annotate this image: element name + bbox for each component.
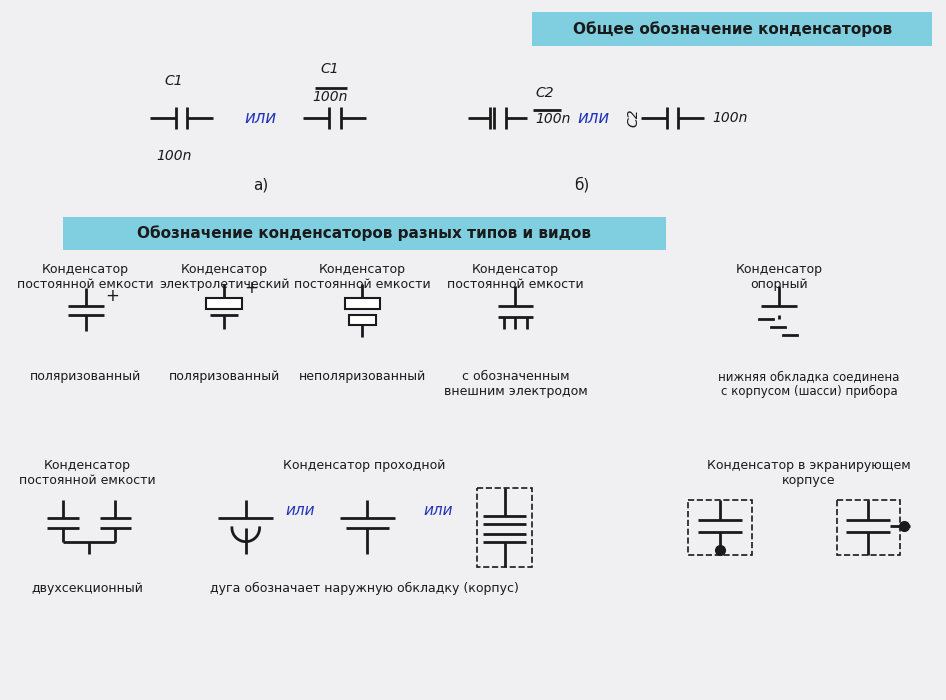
Text: Конденсатор
опорный: Конденсатор опорный <box>736 263 823 291</box>
Text: нижняя обкладка соединена
с корпусом (шасси) прибора: нижняя обкладка соединена с корпусом (ша… <box>718 370 900 398</box>
Bar <box>689 500 751 556</box>
Text: Конденсатор
постоянной емкости: Конденсатор постоянной емкости <box>447 263 584 291</box>
Bar <box>63 216 666 250</box>
Text: Конденсатор
постоянной емкости: Конденсатор постоянной емкости <box>294 263 430 291</box>
Text: 100n: 100n <box>312 90 347 104</box>
Text: C2: C2 <box>535 86 553 100</box>
Text: двухсекционный: двухсекционный <box>32 582 144 595</box>
Text: с обозначенным
внешним электродом: с обозначенным внешним электродом <box>444 370 587 398</box>
Text: 100n: 100n <box>535 112 570 126</box>
Text: а): а) <box>253 177 269 192</box>
Text: или: или <box>286 503 315 517</box>
Text: или: или <box>424 503 453 517</box>
Text: б): б) <box>574 177 589 192</box>
Text: неполяризованный: неполяризованный <box>299 370 426 383</box>
Bar <box>344 298 380 309</box>
Text: или: или <box>577 108 609 127</box>
Text: +: + <box>106 287 119 304</box>
Text: 100n: 100n <box>156 150 191 164</box>
Text: Конденсатор
постоянной емкости: Конденсатор постоянной емкости <box>19 458 156 486</box>
Bar <box>206 298 242 309</box>
Bar <box>477 489 533 567</box>
Bar <box>836 500 900 556</box>
Text: поляризованный: поляризованный <box>30 370 141 383</box>
Text: Обозначение конденсаторов разных типов и видов: Обозначение конденсаторов разных типов и… <box>137 225 591 241</box>
Bar <box>348 316 377 326</box>
Text: +: + <box>244 279 257 297</box>
Text: Конденсатор проходной: Конденсатор проходной <box>283 458 446 472</box>
Text: или: или <box>244 108 276 127</box>
Bar <box>533 12 933 46</box>
Text: Общее обозначение конденсаторов: Общее обозначение конденсаторов <box>572 21 892 37</box>
Text: поляризованный: поляризованный <box>168 370 280 383</box>
Text: Конденсатор
постоянной емкости: Конденсатор постоянной емкости <box>17 263 154 291</box>
Text: Конденсатор в экранирующем
корпусе: Конденсатор в экранирующем корпусе <box>707 458 911 486</box>
Text: C1: C1 <box>321 62 339 76</box>
Text: 100n: 100n <box>712 111 747 125</box>
Text: Конденсатор
электролетический: Конденсатор электролетический <box>159 263 289 291</box>
Text: C2: C2 <box>626 108 640 127</box>
Text: дуга обозначает наружную обкладку (корпус): дуга обозначает наружную обкладку (корпу… <box>210 582 518 595</box>
Text: C1: C1 <box>165 74 183 88</box>
